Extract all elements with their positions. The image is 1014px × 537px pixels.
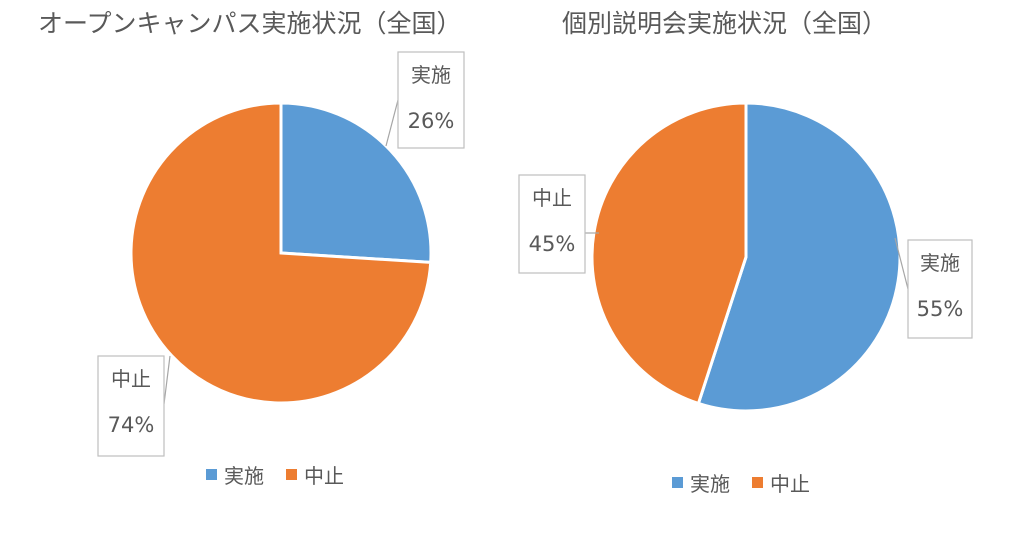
- data-label-box-open-campus-jisshi: [397, 51, 465, 149]
- data-label-value-individual-session-chushi: 45%: [529, 232, 576, 256]
- legend-swatch-jisshi: [672, 477, 683, 488]
- chart-title-individual-session: 個別説明会実施状況（全国）: [562, 9, 888, 38]
- leader-line-open-campus-chushi: [163, 355, 171, 405]
- legend-item-individual-jisshi: 実施: [672, 468, 730, 497]
- data-label-category-open-campus-chushi: 中止: [111, 367, 151, 391]
- legend-swatch-jisshi: [206, 469, 217, 480]
- leader-line-individual-session-jisshi: [894, 237, 909, 290]
- data-label-category-open-campus-jisshi: 実施: [411, 63, 451, 87]
- data-label-value-open-campus-jisshi: 26%: [408, 109, 455, 133]
- legend-label-jisshi: 実施: [690, 472, 730, 496]
- chart-title-open-campus: オープンキャンパス実施状況（全国）: [38, 9, 462, 38]
- leader-line-open-campus-jisshi: [385, 99, 399, 147]
- data-label-value-individual-session-jisshi: 55%: [917, 297, 964, 321]
- legend-swatch-chushi: [286, 469, 297, 480]
- data-label-box-open-campus-chushi: [97, 355, 165, 457]
- data-label-category-individual-session-jisshi: 実施: [920, 251, 960, 275]
- legend-item-individual-chushi: 中止: [752, 468, 810, 497]
- legend-item-open-campus-jisshi: 実施: [206, 460, 264, 489]
- legend-label-chushi: 中止: [770, 472, 810, 496]
- legend-label-chushi: 中止: [304, 464, 344, 488]
- pie-slice-open-campus-chushi: [129, 101, 433, 405]
- legend-individual-session: 実施 中止: [672, 468, 832, 497]
- pie-slice-individual-session-jisshi: [696, 101, 902, 413]
- legend-item-open-campus-chushi: 中止: [286, 460, 344, 489]
- data-label-box-individual-session-chushi: [518, 174, 586, 274]
- data-label-value-open-campus-chushi: 74%: [108, 413, 155, 437]
- legend-swatch-chushi: [752, 477, 763, 488]
- data-label-box-individual-session-jisshi: [907, 239, 973, 339]
- legend-label-jisshi: 実施: [224, 464, 264, 488]
- data-label-category-individual-session-chushi: 中止: [532, 186, 572, 210]
- legend-open-campus: 実施 中止: [206, 460, 366, 489]
- pie-slice-open-campus-jisshi: [279, 101, 433, 265]
